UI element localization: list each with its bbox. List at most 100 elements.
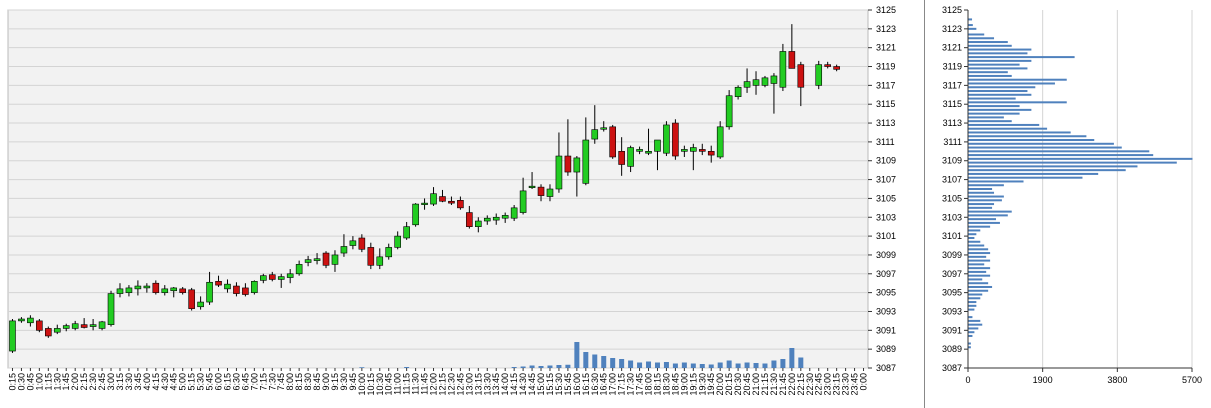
x-tick-label: 21:30 [769,373,779,396]
volume-bar [789,348,795,368]
profile-bar [968,327,979,330]
x-tick-label: 19:00 [679,373,689,396]
candle-body [770,75,778,84]
x-tick-label: 21:45 [778,373,788,396]
y-tick-label: 3095 [942,288,962,298]
profile-bar [968,123,1040,126]
x-tick-label: 6:45 [240,373,250,391]
profile-bar [968,142,1114,145]
candle-body [36,320,43,331]
y-tick-label: 3103 [876,212,896,222]
candle-body [224,283,231,290]
candle-body [170,287,178,292]
profile-bar [968,93,1032,96]
candle-body [277,276,285,280]
y-tick-label: 3093 [942,306,962,316]
profile-bar [968,59,1032,62]
x-tick-label: 3800 [1107,375,1127,385]
profile-bar [968,199,1002,202]
candle-body [537,186,545,196]
volume-bar [672,363,678,368]
x-tick-label: 13:00 [464,373,474,396]
candle-body [716,126,724,158]
x-tick-label: 23:30 [841,373,851,396]
candle-body [421,202,428,205]
volume-bar [699,364,705,368]
profile-bar [968,176,1083,179]
x-tick-label: 4:45 [169,373,179,391]
candle-body [286,273,294,278]
y-tick-label: 3119 [876,62,895,72]
x-tick-label: 17:15 [617,373,627,396]
candle-body [62,325,70,329]
candle-body [439,196,446,202]
y-tick-label: 3103 [942,212,962,222]
profile-bar [968,244,985,247]
x-tick-label: 7:30 [267,373,277,391]
x-tick-label: 15:00 [536,373,546,396]
x-tick-label: 23:15 [832,373,842,396]
candle-body [251,281,258,293]
volume-bar [574,342,580,368]
x-tick-label: 8:45 [312,373,322,391]
profile-bar [968,105,1020,108]
candle-body [125,287,133,293]
candle-body [430,193,437,205]
x-tick-label: 4:30 [160,373,170,391]
profile-bar [968,274,991,277]
candle-body [412,203,419,226]
candle-body [179,288,186,293]
profile-bar [968,240,981,243]
profile-bar [968,203,995,206]
y-tick-label: 3123 [876,24,896,34]
x-tick-label: 16:00 [572,373,582,396]
candle-body [89,324,97,327]
y-tick-label: 3123 [942,24,962,34]
x-tick-label: 1:00 [34,373,44,391]
x-tick-label: 18:45 [670,373,680,396]
profile-bar [968,285,993,288]
y-tick-label: 3091 [942,325,962,335]
candle-body [394,235,401,248]
candle-body [743,81,751,88]
volume-bar [547,365,553,368]
profile-bar [968,210,1012,213]
profile-bar [968,157,1193,160]
profile-bar [968,82,1055,85]
candle-body [134,285,142,290]
candle-body [833,66,840,70]
profile-bar [968,127,1048,130]
candle-body [492,216,500,221]
profile-bar [968,214,1008,217]
profile-bar [968,278,983,281]
profile-bar [968,221,1000,224]
x-tick-label: 0:45 [25,373,35,391]
candle-body [788,51,796,69]
candle-body [698,149,706,152]
candle-body [779,51,787,88]
profile-bar [968,304,977,307]
candle-body [197,301,204,308]
candle-body [475,220,482,227]
profile-bar [968,293,983,296]
profile-bar [968,263,985,266]
volume-bar [565,364,571,368]
x-tick-label: 1:15 [43,373,53,391]
profile-bar [968,308,975,311]
candle-body [215,281,222,286]
y-tick-label: 3097 [942,269,962,279]
profile-bar [968,71,1008,74]
x-tick-label: 14:45 [527,373,537,396]
profile-bar [968,37,995,40]
candle-body [448,200,455,204]
volume-bar [520,366,526,368]
x-tick-label: 19:45 [706,373,716,396]
candle-body [734,86,742,97]
candle-body [519,190,527,213]
x-tick-label: 2:00 [70,373,80,391]
profile-bar [968,112,1020,115]
candle-body [116,288,124,294]
profile-bar [968,18,973,21]
x-tick-label: 17:45 [635,373,645,396]
candle-body [725,95,733,128]
